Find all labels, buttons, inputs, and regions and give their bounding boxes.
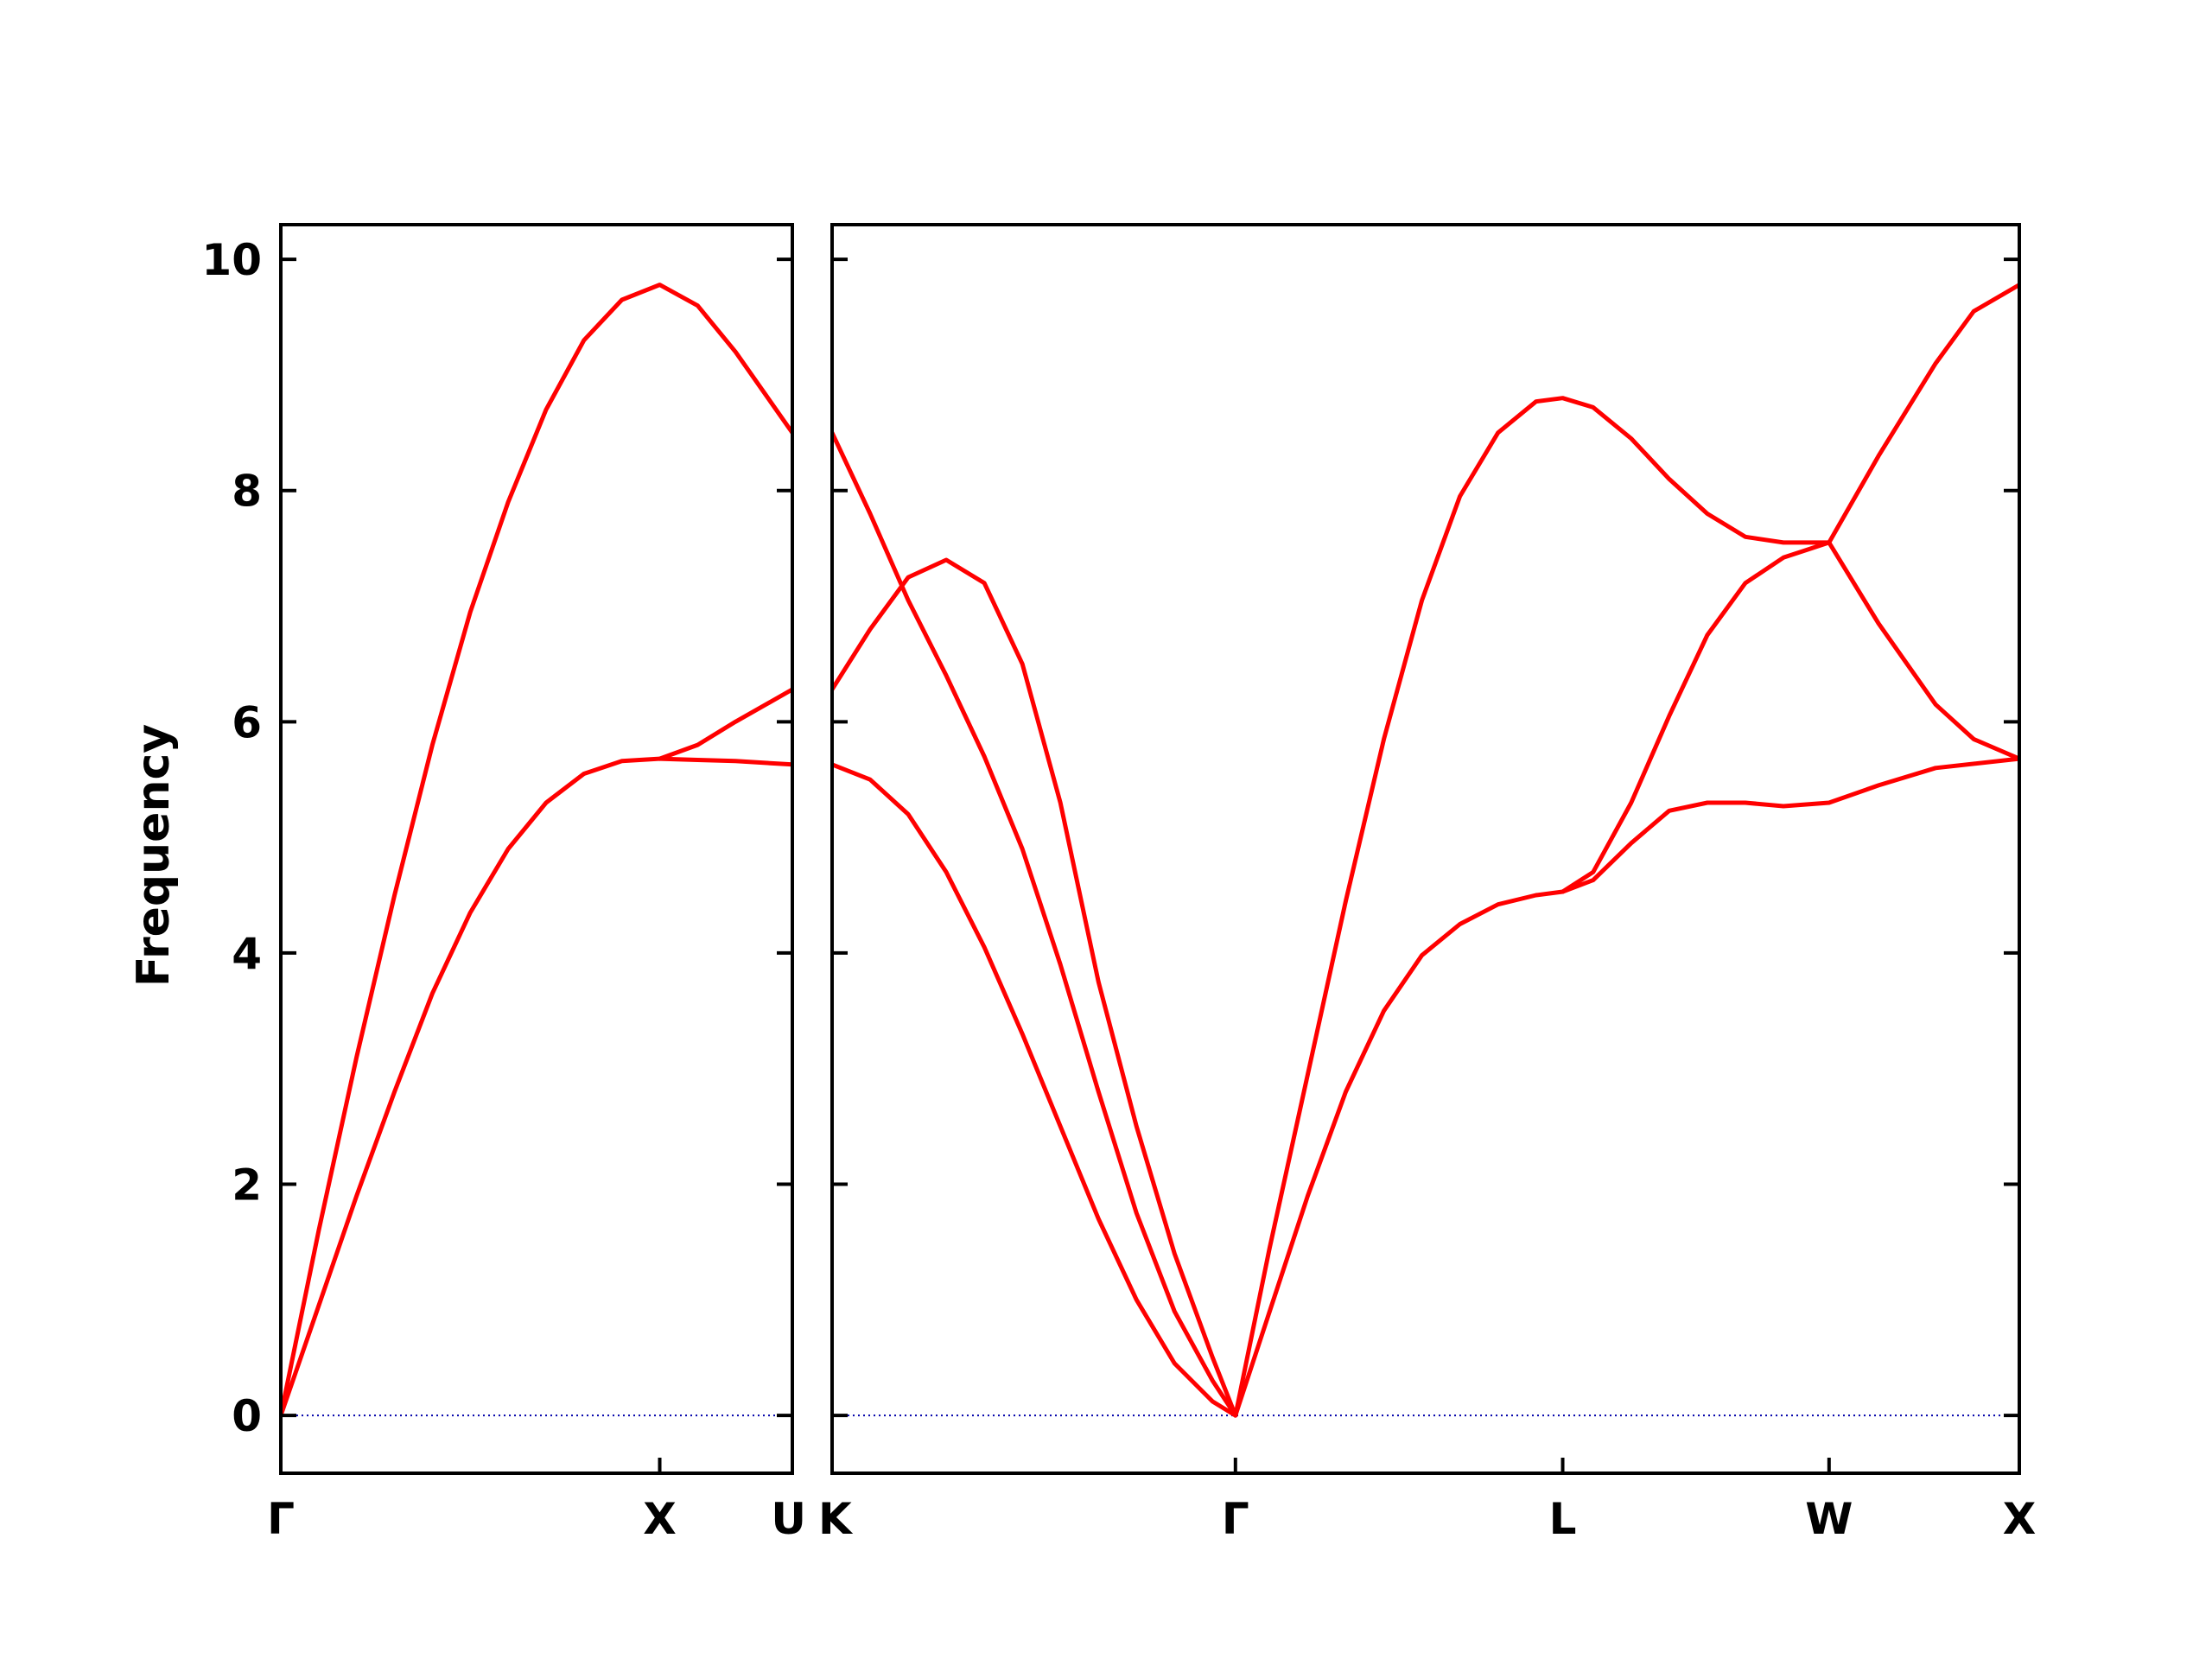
band-line-1 bbox=[832, 430, 1238, 1418]
band-line-1 bbox=[281, 283, 792, 1418]
x-tick-label: L bbox=[1549, 1494, 1577, 1544]
band-series bbox=[832, 283, 2019, 1418]
y-tick-label: 2 bbox=[232, 1160, 262, 1211]
y-tick-label: 0 bbox=[232, 1391, 262, 1441]
band-line-3 bbox=[658, 756, 792, 767]
band-line-6 bbox=[1560, 756, 2019, 894]
x-tick-label: K bbox=[818, 1494, 854, 1544]
x-tick-label: X bbox=[643, 1494, 677, 1544]
y-tick-label: 8 bbox=[232, 467, 262, 517]
y-tick-label: 10 bbox=[201, 235, 262, 285]
band-line-8 bbox=[1827, 540, 2019, 761]
y-tick-label: 4 bbox=[232, 929, 262, 979]
band-line-3 bbox=[832, 762, 1238, 1418]
band-line-4 bbox=[1233, 396, 1832, 1418]
x-tick-label: Γ bbox=[267, 1494, 295, 1544]
x-tick-label: W bbox=[1805, 1494, 1853, 1544]
x-tick-label: U bbox=[771, 1494, 806, 1544]
band-line-2 bbox=[832, 557, 1238, 1418]
band-line-2 bbox=[281, 687, 792, 1418]
x-tick-label: Γ bbox=[1222, 1494, 1249, 1544]
y-tick-label: 6 bbox=[232, 697, 262, 747]
panel-frame bbox=[279, 223, 794, 1475]
y-axis-label: Frequency bbox=[128, 724, 180, 987]
band-series bbox=[281, 283, 792, 1418]
band-line-5 bbox=[1233, 540, 1832, 1418]
y-axis: 0 2 4 6 8 10 bbox=[201, 235, 262, 1441]
band-line-7 bbox=[1827, 283, 2019, 545]
panel-frame bbox=[830, 223, 2021, 1475]
x-tick-label: X bbox=[2003, 1494, 2037, 1544]
